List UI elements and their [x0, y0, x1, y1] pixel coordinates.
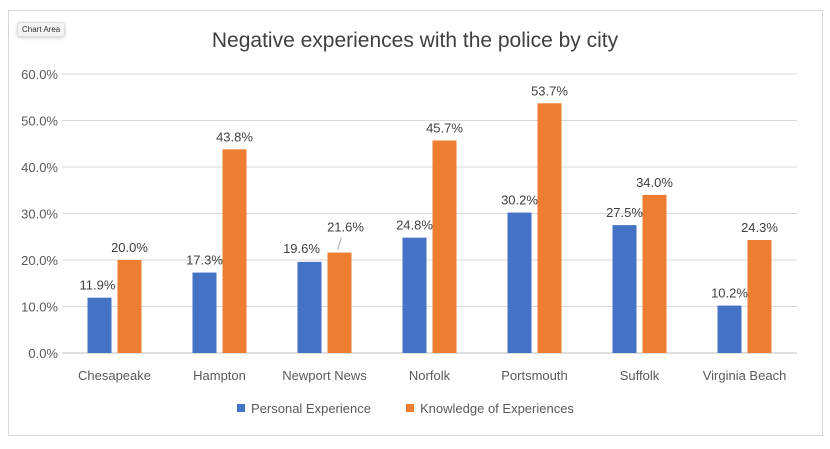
x-tick-label: Portsmouth [501, 368, 567, 383]
bar [642, 194, 667, 353]
y-tick-label: 50.0% [21, 114, 58, 129]
y-tick-label: 40.0% [21, 160, 58, 175]
legend-swatch [237, 404, 245, 412]
data-label: 24.8% [396, 218, 433, 233]
y-tick-label: 60.0% [21, 67, 58, 82]
data-label: 53.7% [531, 83, 568, 98]
chart-area-badge: Chart Area [17, 22, 66, 37]
x-tick-label: Hampton [193, 368, 246, 383]
bar [612, 225, 637, 353]
bar [747, 240, 772, 353]
data-label: 21.6% [327, 220, 364, 235]
x-tick-label: Newport News [282, 368, 367, 383]
data-label: 30.2% [501, 193, 538, 208]
leader-line [337, 237, 342, 250]
legend-label: Personal Experience [251, 401, 371, 416]
bar [507, 212, 532, 353]
data-label: 10.2% [711, 286, 748, 301]
data-label: 11.9% [80, 278, 116, 293]
bar [192, 272, 217, 353]
data-label: 45.7% [426, 120, 463, 135]
y-tick-label: 0.0% [28, 346, 58, 361]
legend-swatch [406, 404, 414, 412]
bar [717, 305, 742, 353]
data-label: 17.3% [186, 253, 223, 268]
x-tick-label: Virginia Beach [703, 368, 787, 383]
bar [432, 140, 457, 353]
bar [222, 149, 247, 353]
data-label: 24.3% [741, 220, 778, 235]
chart-title: Negative experiences with the police by … [212, 29, 619, 52]
data-label: 19.6% [283, 241, 320, 256]
data-label: 27.5% [606, 205, 643, 220]
data-label: 34.0% [636, 175, 673, 190]
bar [117, 260, 142, 353]
bar [402, 237, 427, 353]
data-label: 20.0% [111, 240, 148, 255]
x-tick-label: Suffolk [620, 368, 660, 383]
x-tick-label: Chesapeake [78, 368, 151, 383]
legend-label: Knowledge of Experiences [420, 401, 574, 416]
bar [297, 261, 322, 353]
data-label: 43.8% [216, 129, 253, 144]
y-tick-label: 20.0% [21, 253, 58, 268]
chart-area[interactable] [8, 10, 823, 436]
bar [87, 297, 112, 353]
bar [537, 103, 562, 353]
x-tick-label: Norfolk [409, 368, 451, 383]
y-tick-label: 10.0% [21, 300, 58, 315]
y-tick-label: 30.0% [21, 207, 58, 222]
bar [327, 252, 352, 353]
